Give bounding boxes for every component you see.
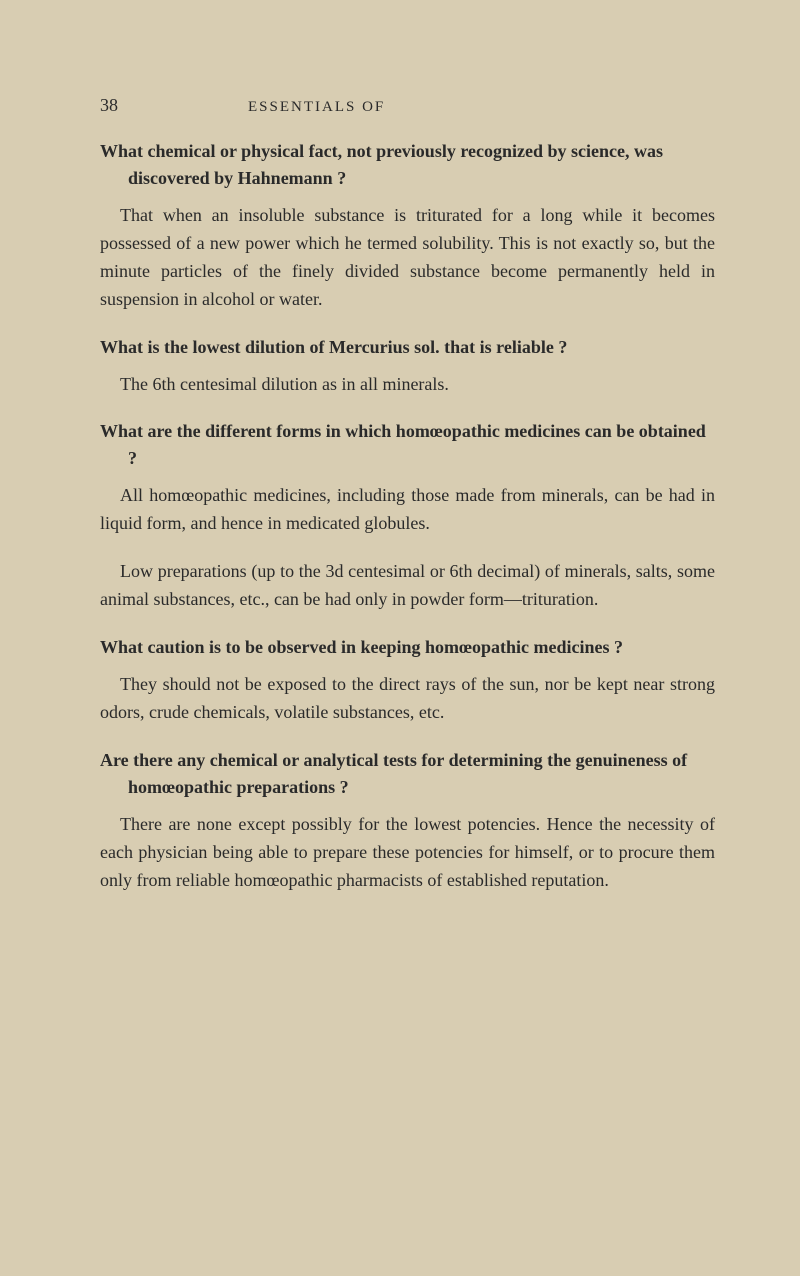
question-2: What is the lowest dilution of Mercurius… [100, 334, 715, 361]
answer-5: There are none except possibly for the l… [100, 811, 715, 895]
qa-block-2: What is the lowest dilution of Mercurius… [100, 334, 715, 399]
question-5: Are there any chemical or analytical tes… [100, 747, 715, 801]
qa-block-5: Are there any chemical or analytical tes… [100, 747, 715, 895]
qa-block-1: What chemical or physical fact, not prev… [100, 138, 715, 314]
question-4: What caution is to be observed in keepin… [100, 634, 715, 661]
running-head: ESSENTIALS OF [248, 99, 385, 116]
qa-block-3: What are the different forms in which ho… [100, 418, 715, 614]
answer-3a: All homœopathic medicines, including tho… [100, 482, 715, 538]
answer-4: They should not be exposed to the direct… [100, 671, 715, 727]
page-header: 38 ESSENTIALS OF [100, 95, 715, 116]
answer-3b: Low preparations (up to the 3d centesima… [100, 558, 715, 614]
question-3: What are the different forms in which ho… [100, 418, 715, 472]
qa-block-4: What caution is to be observed in keepin… [100, 634, 715, 727]
answer-2: The 6th centesimal dilution as in all mi… [100, 371, 715, 399]
page-number: 38 [100, 95, 118, 116]
question-1: What chemical or physical fact, not prev… [100, 138, 715, 192]
answer-1: That when an insoluble substance is trit… [100, 202, 715, 314]
